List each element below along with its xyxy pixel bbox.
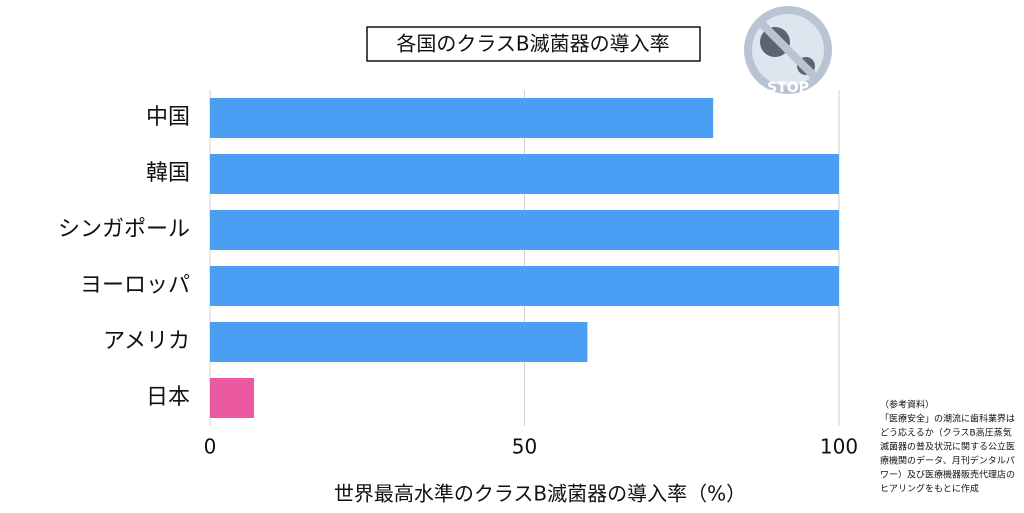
source-note: 「医療安全」の潮流に歯科業界は [880,413,1015,425]
source-note: 滅菌器の普及状況に関する公立医 [880,441,1015,453]
bar [210,98,714,138]
stop-icon: STOP [744,6,832,96]
x-tick-label: 50 [512,435,537,459]
y-tick-label: 中国 [146,105,190,130]
y-tick-label: ヨーロッパ [80,273,190,298]
source-note: ワー）及び医療機器販売代理店の [880,469,1015,481]
bar [210,322,588,362]
bar [210,378,255,418]
y-tick-label: アメリカ [103,329,190,354]
y-tick-label: 韓国 [146,161,190,186]
y-tick-label: シンガポール [58,217,190,242]
source-note: （参考資料） [880,399,934,411]
source-note: ヒアリングをもとに作成 [880,483,979,495]
bar [210,266,839,306]
x-tick-label: 100 [820,435,858,459]
source-note: どう応えるか（クラスB高圧蒸気 [880,427,1012,439]
chart-title: 各国のクラスB滅菌器の導入率 [396,32,669,56]
x-axis-label: 世界最高水準のクラスB滅菌器の導入率（%） [334,482,746,506]
y-tick-label: 日本 [146,385,190,410]
icon-label: STOP [767,80,809,96]
x-tick-label: 0 [204,435,217,459]
title-box [366,26,701,62]
bar [210,154,839,194]
bar [210,210,839,250]
source-note: 療機関のデータ、月刊デンタルパ [880,455,1015,467]
